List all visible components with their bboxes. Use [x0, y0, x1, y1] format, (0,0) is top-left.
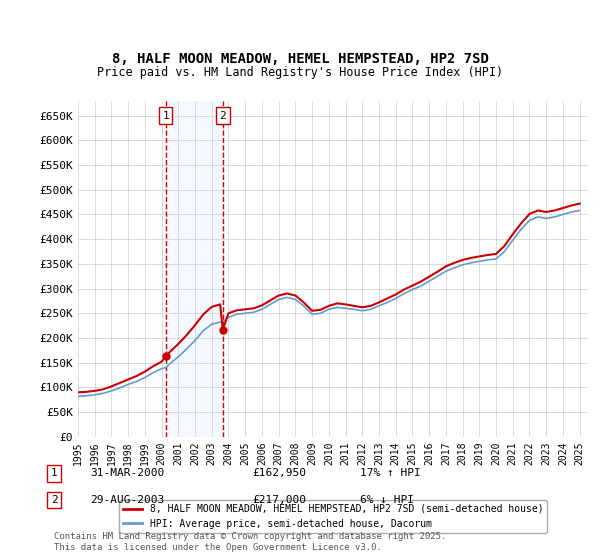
Text: 1: 1	[50, 468, 58, 478]
Legend: 8, HALF MOON MEADOW, HEMEL HEMPSTEAD, HP2 7SD (semi-detached house), HPI: Averag: 8, HALF MOON MEADOW, HEMEL HEMPSTEAD, HP…	[119, 500, 547, 533]
Text: Contains HM Land Registry data © Crown copyright and database right 2025.
This d: Contains HM Land Registry data © Crown c…	[54, 532, 446, 552]
Text: £162,950: £162,950	[252, 468, 306, 478]
Bar	[166, 101, 223, 437]
Text: £217,000: £217,000	[252, 495, 306, 505]
Text: 6% ↓ HPI: 6% ↓ HPI	[360, 495, 414, 505]
Text: 29-AUG-2003: 29-AUG-2003	[90, 495, 164, 505]
Text: 8, HALF MOON MEADOW, HEMEL HEMPSTEAD, HP2 7SD: 8, HALF MOON MEADOW, HEMEL HEMPSTEAD, HP…	[112, 52, 488, 66]
Text: 1: 1	[163, 111, 169, 120]
Text: 31-MAR-2000: 31-MAR-2000	[90, 468, 164, 478]
Text: 2: 2	[220, 111, 226, 120]
Text: 17% ↑ HPI: 17% ↑ HPI	[360, 468, 421, 478]
Text: 2: 2	[50, 495, 58, 505]
Text: Price paid vs. HM Land Registry's House Price Index (HPI): Price paid vs. HM Land Registry's House …	[97, 66, 503, 80]
